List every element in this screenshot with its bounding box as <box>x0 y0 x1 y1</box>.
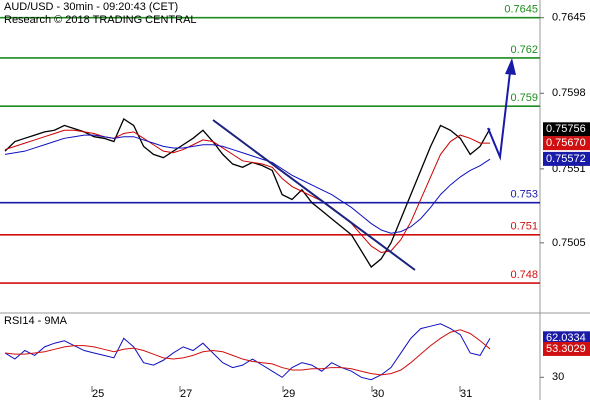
price-tag-label: 0.75670 <box>546 137 586 149</box>
price-tag-label: 0.75756 <box>546 123 586 135</box>
series-line <box>4 134 491 234</box>
rsi-title: RSI14 - 9MA <box>4 315 68 327</box>
series-line <box>4 323 491 381</box>
x-tick-label: 27 <box>180 388 192 400</box>
level-label: 0.759 <box>510 92 538 104</box>
level-label: 0.748 <box>510 269 538 281</box>
x-tick-label: 29 <box>283 388 295 400</box>
chart-title: AUD/USD - 30min - 09:20:43 (CET) <box>4 1 178 13</box>
y-tick-label: 0.7505 <box>552 237 586 249</box>
arrow-head <box>505 58 516 75</box>
forecast-arrow <box>487 71 511 161</box>
level-label: 0.7645 <box>504 4 538 16</box>
x-tick-label: 25 <box>92 388 104 400</box>
price-tag <box>543 136 590 151</box>
x-tick-label: 31 <box>460 388 472 400</box>
trend-line <box>212 119 416 271</box>
series-line <box>4 329 491 376</box>
price-tag-label: 0.75572 <box>546 153 586 165</box>
level-label: 0.753 <box>510 189 538 201</box>
price-tag-label: 53.3029 <box>546 343 586 355</box>
series-line <box>4 129 490 254</box>
price-tag-label: 62.0334 <box>546 332 586 344</box>
y-tick-label: 0.7645 <box>552 12 586 24</box>
y-tick-label: 30 <box>552 371 564 383</box>
level-label: 0.751 <box>510 221 538 233</box>
price-tag <box>543 122 590 137</box>
series-line <box>4 118 491 268</box>
price-tag <box>543 151 590 166</box>
price-tag <box>543 331 590 346</box>
y-tick-label: 0.7598 <box>552 87 586 99</box>
level-label: 0.762 <box>510 44 538 56</box>
x-tick-label: 30 <box>372 388 384 400</box>
chart-subtitle: Research © 2018 TRADING CENTRAL <box>4 14 197 26</box>
price-tag <box>543 341 590 356</box>
